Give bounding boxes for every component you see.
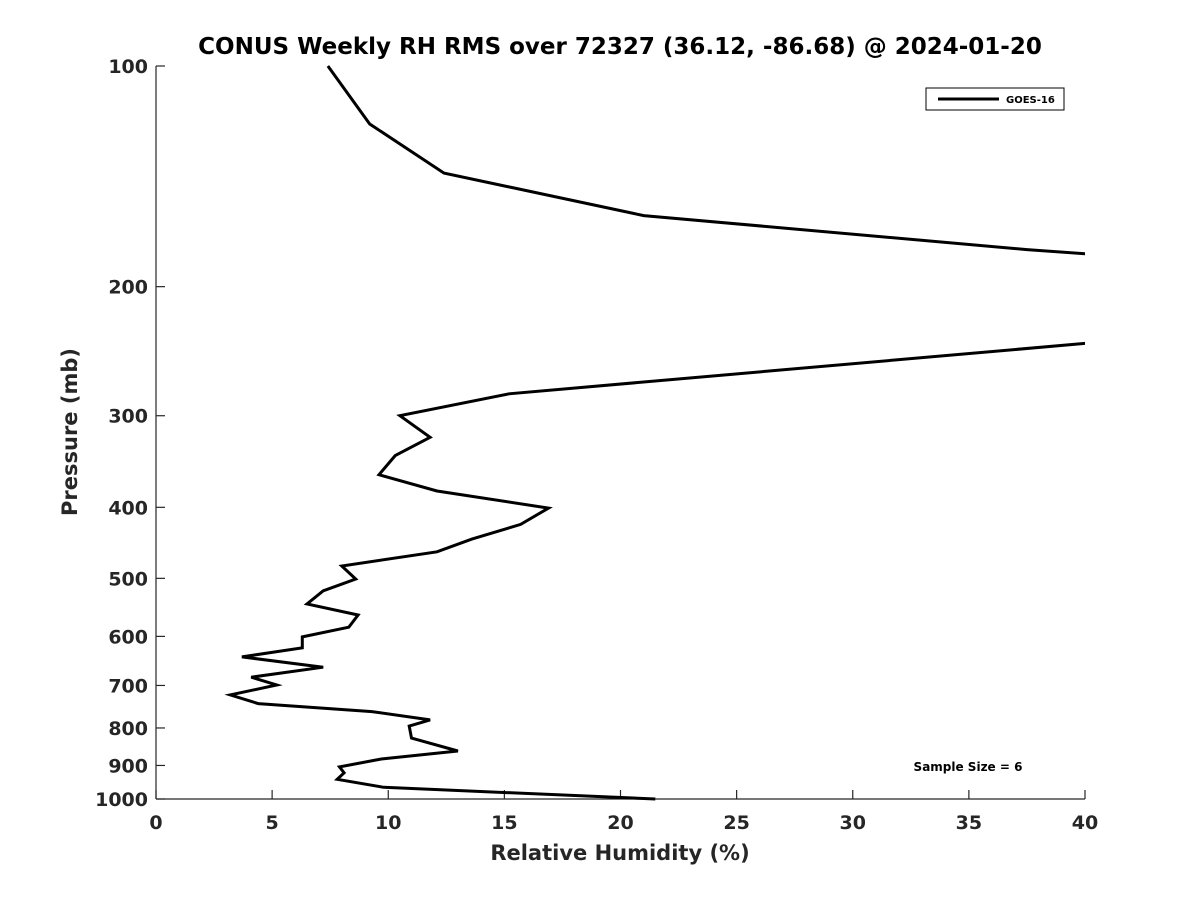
x-axis-title: Relative Humidity (%) xyxy=(490,841,749,865)
y-tick-label: 800 xyxy=(108,718,148,740)
y-tick-label: 200 xyxy=(108,277,148,299)
x-tick-label: 5 xyxy=(266,812,279,834)
y-tick-label: 1000 xyxy=(95,789,148,811)
y-tick-label: 700 xyxy=(108,675,148,697)
y-tick-label: 100 xyxy=(108,56,148,78)
x-tick-label: 10 xyxy=(375,812,401,834)
y-tick-label: 600 xyxy=(108,626,148,648)
x-tick-label: 0 xyxy=(149,812,162,834)
legend-label: GOES-16 xyxy=(1006,95,1055,106)
x-tick-label: 15 xyxy=(491,812,517,834)
x-tick-label: 30 xyxy=(840,812,866,834)
x-tick-label: 20 xyxy=(607,812,633,834)
legend: GOES-16 xyxy=(925,87,1065,111)
y-axis-title: Pressure (mb) xyxy=(58,348,82,516)
y-tick-label: 400 xyxy=(108,497,148,519)
sample-size-annotation: Sample Size = 6 xyxy=(914,760,1023,774)
x-tick-label: 25 xyxy=(723,812,749,834)
y-tick-label: 900 xyxy=(108,755,148,777)
y-tick-label: 500 xyxy=(108,568,148,590)
x-tick-label: 40 xyxy=(1072,812,1098,834)
y-tick-label: 300 xyxy=(108,406,148,428)
x-tick-label: 35 xyxy=(956,812,982,834)
series-line-goes-16 xyxy=(224,65,1085,801)
chart-title: CONUS Weekly RH RMS over 72327 (36.12, -… xyxy=(198,34,1042,60)
